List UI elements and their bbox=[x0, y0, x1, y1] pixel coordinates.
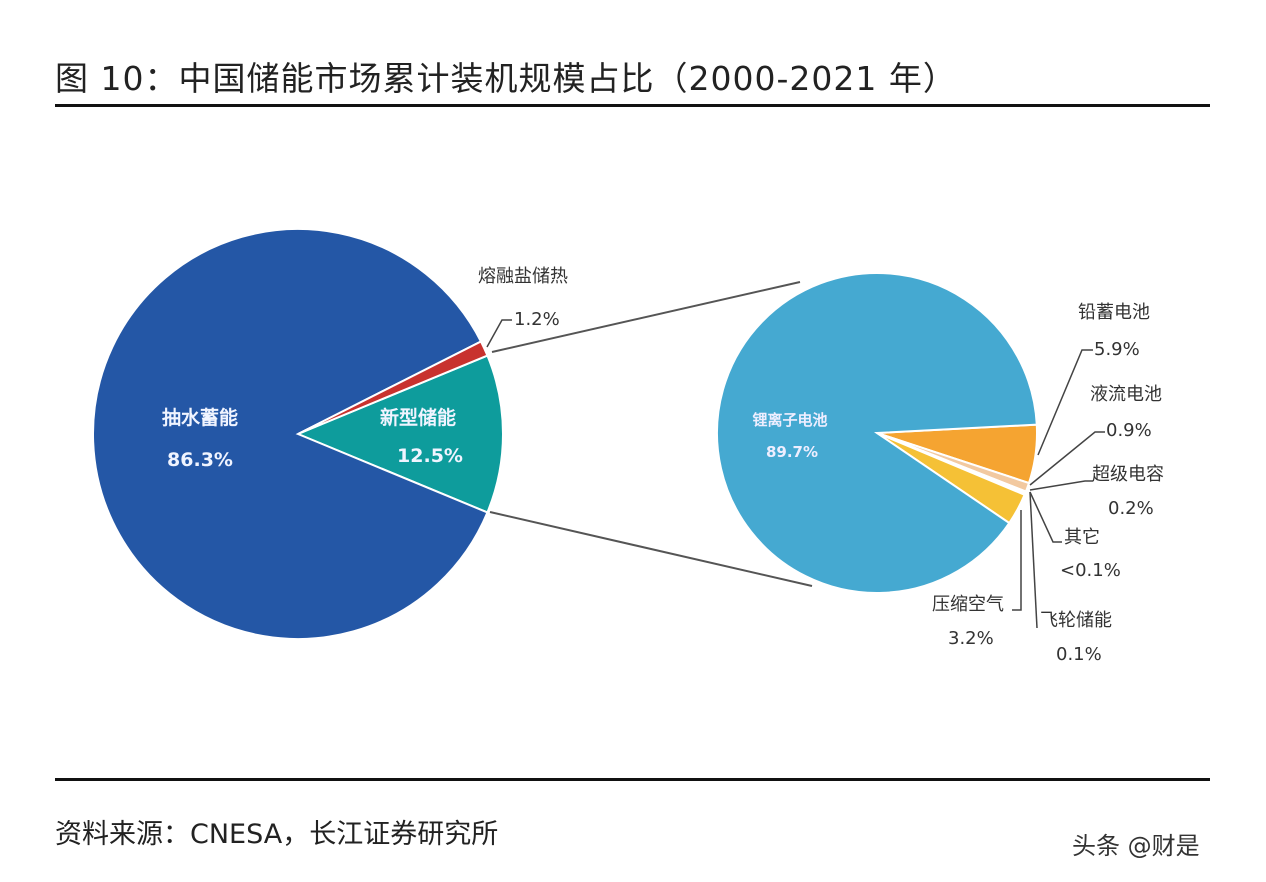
label-molten-salt: 熔融盐储热 bbox=[478, 266, 568, 287]
connector-line-top bbox=[491, 281, 801, 353]
callout-molten-salt bbox=[486, 319, 512, 348]
label-new-storage: 新型储能 bbox=[380, 406, 456, 429]
source-note: 资料来源：CNESA，长江证券研究所 bbox=[55, 819, 499, 850]
value-molten-salt: 1.2% bbox=[514, 309, 560, 330]
callout-line bbox=[1037, 349, 1093, 456]
label-other: 其它 bbox=[1064, 527, 1100, 548]
callout-line bbox=[1012, 510, 1022, 611]
callout-line bbox=[1029, 491, 1062, 543]
value-supercapacitor: 0.2% bbox=[1108, 498, 1154, 519]
value-flywheel: 0.1% bbox=[1056, 644, 1102, 665]
value-lead-acid: 5.9% bbox=[1094, 339, 1140, 360]
value-flow-battery: 0.9% bbox=[1106, 420, 1152, 441]
label-compressed-air: 压缩空气 bbox=[932, 594, 1004, 615]
value-pumped-hydro: 86.3% bbox=[167, 449, 233, 471]
right-pie bbox=[716, 272, 1038, 594]
value-other: <0.1% bbox=[1060, 560, 1121, 581]
callout-line bbox=[1029, 431, 1105, 486]
pie-slice-2 bbox=[295, 354, 504, 514]
value-compressed-air: 3.2% bbox=[948, 628, 994, 649]
label-lithium: 锂离子电池 bbox=[752, 411, 827, 429]
value-new-storage: 12.5% bbox=[397, 445, 463, 467]
value-lithium: 89.7% bbox=[766, 443, 818, 461]
connector-line-bottom bbox=[489, 511, 813, 587]
footer-rule bbox=[55, 778, 1210, 781]
chart-title: 图 10：中国储能市场累计装机规模占比（2000-2021 年） bbox=[55, 59, 957, 98]
left-pie bbox=[92, 228, 504, 640]
callout-line bbox=[1029, 491, 1038, 629]
pie-slice-0 bbox=[92, 228, 489, 640]
label-flywheel: 飞轮储能 bbox=[1040, 610, 1112, 631]
label-flow-battery: 液流电池 bbox=[1090, 384, 1162, 405]
callout-line bbox=[1029, 480, 1093, 491]
pie-slice-0 bbox=[716, 272, 1038, 594]
title-rule bbox=[55, 104, 1210, 107]
label-lead-acid: 铅蓄电池 bbox=[1078, 302, 1150, 323]
label-supercapacitor: 超级电容 bbox=[1092, 464, 1164, 485]
watermark: 头条 @财是 bbox=[1072, 832, 1200, 860]
pie-slice-1 bbox=[297, 340, 489, 435]
label-pumped-hydro: 抽水蓄能 bbox=[162, 406, 238, 429]
